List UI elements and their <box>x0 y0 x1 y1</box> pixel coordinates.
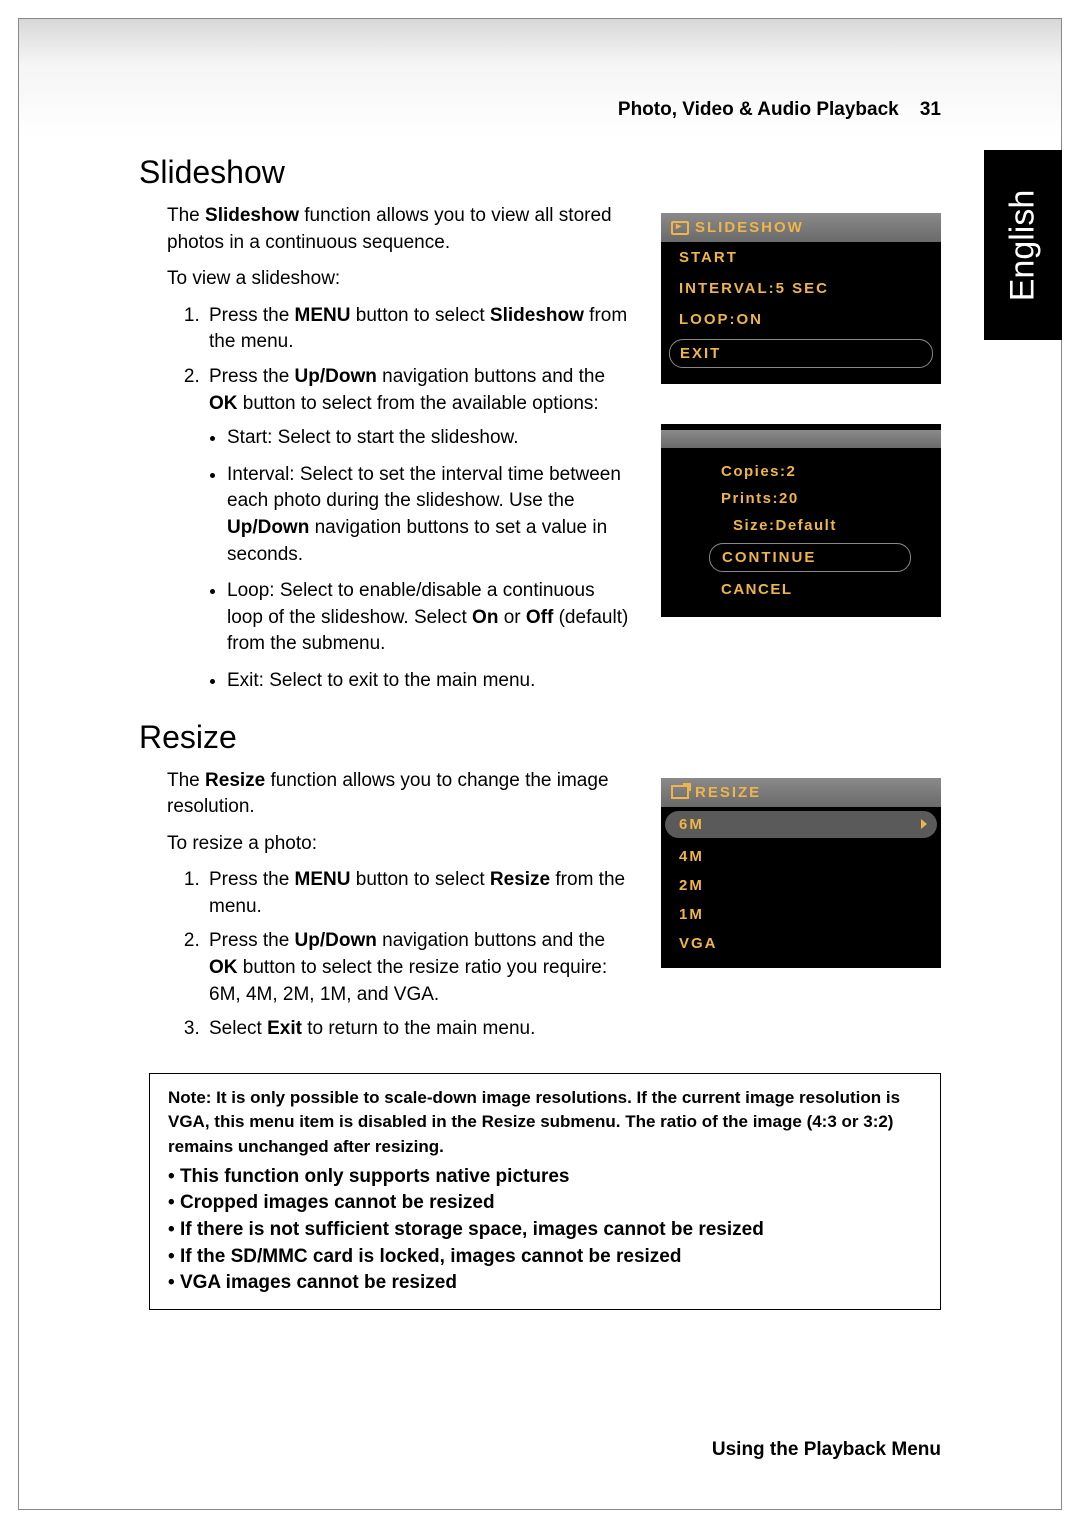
page-border: Photo, Video & Audio Playback 31 Slidesh… <box>18 18 1062 1510</box>
note-bullet: VGA images cannot be resized <box>168 1270 922 1297</box>
print-prints: Prints:20 <box>661 485 941 512</box>
note-bullet: Cropped images cannot be resized <box>168 1190 922 1217</box>
note-bullet: This function only supports native pictu… <box>168 1164 922 1191</box>
cam-item-interval: INTERVAL:5 SEC <box>661 273 941 304</box>
page-footer: Using the Playback Menu <box>712 1439 941 1461</box>
resize-heading: Resize <box>139 719 941 756</box>
language-label: English <box>1004 189 1043 301</box>
slideshow-heading: Slideshow <box>139 154 941 191</box>
slideshow-step-1: Press the MENU button to select Slidesho… <box>205 303 631 356</box>
resize-opt-2m: 2M <box>661 871 941 900</box>
resize-icon <box>671 785 689 799</box>
bullet-interval: Interval: Select to set the interval tim… <box>227 462 631 568</box>
camera-print-menu: Copies:2 Prints:20 Size:Default CONTINUE… <box>661 424 941 617</box>
language-tab: English <box>984 150 1062 340</box>
header-title: Photo, Video & Audio Playback <box>618 99 899 120</box>
print-header-band <box>661 430 941 448</box>
cam-item-loop: LOOP:ON <box>661 304 941 335</box>
resize-sub: To resize a photo: <box>167 831 631 858</box>
camera-resize-menu: RESIZE 6M 4M 2M 1M VGA <box>661 778 941 968</box>
print-continue: CONTINUE <box>709 543 911 572</box>
note-box: Note: It is only possible to scale-down … <box>149 1073 941 1310</box>
note-bullet: If the SD/MMC card is locked, images can… <box>168 1244 922 1271</box>
camera-resize-header: RESIZE <box>661 778 941 807</box>
resize-step-3: Select Exit to return to the main menu. <box>205 1016 631 1043</box>
print-size: Size:Default <box>661 512 941 539</box>
cam-item-start: START <box>661 242 941 273</box>
bullet-loop: Loop: Select to enable/disable a continu… <box>227 578 631 658</box>
print-copies: Copies:2 <box>661 458 941 485</box>
header-page: 31 <box>920 99 941 120</box>
resize-opt-vga: VGA <box>661 929 941 958</box>
note-main: Note: It is only possible to scale-down … <box>168 1086 922 1160</box>
camera-slideshow-menu: SLIDESHOW START INTERVAL:5 SEC LOOP:ON E… <box>661 213 941 384</box>
camera-slideshow-header: SLIDESHOW <box>661 213 941 242</box>
slideshow-step-2: Press the Up/Down navigation buttons and… <box>205 364 631 417</box>
page-header: Photo, Video & Audio Playback 31 <box>618 99 941 121</box>
cam-item-exit: EXIT <box>669 339 933 368</box>
bullet-start: Start: Select to start the slideshow. <box>227 425 631 452</box>
note-bullet: If there is not sufficient storage space… <box>168 1217 922 1244</box>
slideshow-intro: The Slideshow function allows you to vie… <box>167 203 631 256</box>
print-cancel: CANCEL <box>661 576 941 603</box>
slideshow-sub: To view a slideshow: <box>167 266 631 293</box>
bullet-exit: Exit: Select to exit to the main menu. <box>227 668 631 695</box>
resize-intro: The Resize function allows you to change… <box>167 768 631 821</box>
resize-step-2: Press the Up/Down navigation buttons and… <box>205 928 631 1008</box>
resize-opt-6m: 6M <box>665 811 937 838</box>
note-bullets: This function only supports native pictu… <box>168 1164 922 1297</box>
slideshow-icon <box>671 221 689 235</box>
resize-opt-1m: 1M <box>661 900 941 929</box>
resize-opt-4m: 4M <box>661 842 941 871</box>
camera-slideshow-title: SLIDESHOW <box>695 219 804 236</box>
camera-resize-title: RESIZE <box>695 784 761 801</box>
resize-step-1: Press the MENU button to select Resize f… <box>205 867 631 920</box>
